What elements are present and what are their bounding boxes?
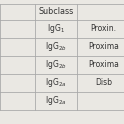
Text: Disb: Disb <box>95 78 112 87</box>
Text: Proxima: Proxima <box>88 60 119 69</box>
Text: IgG$_1$: IgG$_1$ <box>47 22 65 35</box>
Text: IgG$_{2b}$: IgG$_{2b}$ <box>45 58 67 71</box>
Text: IgG$_{2a}$: IgG$_{2a}$ <box>45 94 66 107</box>
Text: Proxima: Proxima <box>88 42 119 51</box>
Text: IgG$_{2a}$: IgG$_{2a}$ <box>45 76 66 89</box>
Text: IgG$_{2b}$: IgG$_{2b}$ <box>45 40 67 53</box>
Text: Proxin.: Proxin. <box>91 24 117 33</box>
Text: Subclass: Subclass <box>38 7 73 16</box>
